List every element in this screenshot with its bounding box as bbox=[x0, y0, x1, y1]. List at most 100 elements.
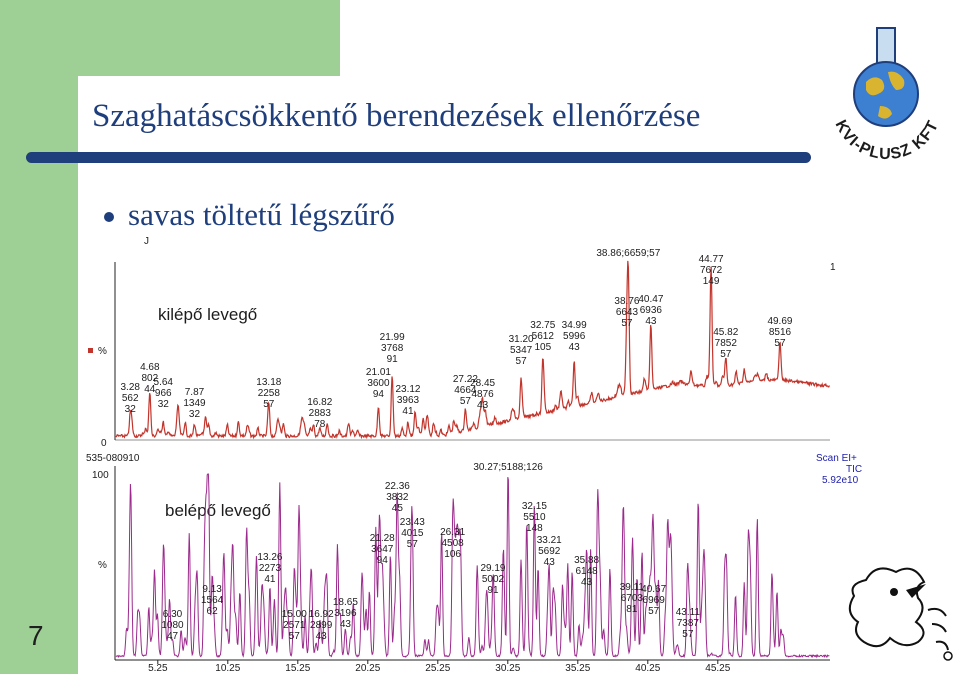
peak-label-upper: 5996 bbox=[563, 331, 586, 342]
chromatogram-figure: J % 0 1 kilépő levegő 3.28562324.6880244… bbox=[86, 236, 862, 674]
peak-label-lower: 43.11 bbox=[676, 607, 701, 618]
peak-label-upper: 105 bbox=[534, 342, 551, 353]
peak-label-upper: 57 bbox=[720, 349, 732, 360]
peak-label-lower: 3832 bbox=[386, 492, 409, 503]
x-tick-label: 5.25 bbox=[148, 663, 168, 674]
peak-label-lower: 40.67 bbox=[641, 584, 666, 595]
peak-label-upper: 2258 bbox=[258, 388, 281, 399]
peak-label-lower: 5692 bbox=[538, 546, 561, 557]
peak-label-upper: 49.69 bbox=[767, 316, 792, 327]
peak-label-lower: 5510 bbox=[523, 512, 546, 523]
sample-id: 535-080910 bbox=[86, 453, 140, 464]
slide-title: Szaghatáscsökkentő berendezések ellenőrz… bbox=[92, 98, 701, 134]
peak-label-upper: 57 bbox=[263, 399, 275, 410]
peak-label-upper: 13.18 bbox=[256, 377, 281, 388]
peak-label-lower: 22.36 bbox=[385, 481, 410, 492]
peak-label-lower: 13.26 bbox=[257, 552, 282, 563]
red-marker-icon bbox=[88, 348, 93, 353]
peak-label-upper: 43 bbox=[645, 316, 657, 327]
peak-label-lower: 41 bbox=[264, 574, 276, 585]
peak-label-lower: 91 bbox=[487, 585, 499, 596]
upper-right-tag: 1 bbox=[830, 262, 836, 273]
peak-label-upper: 43 bbox=[477, 400, 489, 411]
svg-text:J: J bbox=[144, 236, 149, 247]
peak-label-upper: 21.01 bbox=[366, 367, 391, 378]
upper-y-marker-label: % bbox=[98, 346, 107, 357]
peak-label-upper: 32.75 bbox=[530, 320, 555, 331]
peak-label-lower: 62 bbox=[207, 606, 219, 617]
peak-label-lower: 57 bbox=[648, 606, 660, 617]
lower-y-mid-label: % bbox=[98, 560, 107, 571]
peak-label-lower: 18.65 bbox=[333, 597, 358, 608]
peak-label-lower: 6969 bbox=[643, 595, 666, 606]
peak-label-upper: 31.20 bbox=[509, 334, 534, 345]
lower-y-top-label: 100 bbox=[92, 470, 109, 481]
peak-label-upper: 6936 bbox=[640, 305, 663, 316]
upper-panel-label: kilépő levegő bbox=[158, 305, 257, 324]
peak-label-lower: 23.43 bbox=[400, 517, 425, 528]
peak-label-lower: 2571 bbox=[283, 620, 306, 631]
peak-label-lower: 47 bbox=[167, 631, 179, 642]
peak-label-lower: 1564 bbox=[201, 595, 224, 606]
peak-label-lower: 30.27;5188;126 bbox=[473, 462, 543, 473]
peak-label-upper: 44 bbox=[144, 384, 156, 395]
green-side-band bbox=[0, 0, 78, 674]
x-tick-label: 35.25 bbox=[565, 663, 590, 674]
lower-panel-label: belépő levegő bbox=[165, 501, 271, 520]
peak-label-lower: 15.00 bbox=[282, 609, 307, 620]
green-top-band bbox=[0, 0, 340, 76]
peak-label-lower: 2899 bbox=[310, 620, 333, 631]
peak-label-upper: 5347 bbox=[510, 345, 533, 356]
peak-label-upper: 149 bbox=[703, 276, 720, 287]
lower-x-ticks: 5.25 10.25 15.25 20.25 25.25 30.25 35.25 40.25 4… bbox=[148, 660, 731, 674]
peak-label-upper: 1349 bbox=[183, 398, 206, 409]
peak-label-lower: 39.11 bbox=[620, 582, 645, 593]
peak-label-lower: 43 bbox=[316, 631, 328, 642]
upper-y-zero-label: 0 bbox=[101, 438, 107, 449]
bullet-text: savas töltetű légszűrő bbox=[128, 197, 395, 232]
peak-label-lower: 2273 bbox=[259, 563, 282, 574]
peak-label-upper: 57 bbox=[460, 396, 472, 407]
peak-label-upper: 57 bbox=[621, 318, 633, 329]
peak-label-lower: 4508 bbox=[442, 538, 465, 549]
peak-label-upper: 4876 bbox=[471, 389, 494, 400]
peak-label-upper: 32 bbox=[125, 404, 137, 415]
peak-label-lower: 1080 bbox=[161, 620, 184, 631]
peak-label-lower: 94 bbox=[377, 555, 389, 566]
x-tick-label: 20.25 bbox=[355, 663, 380, 674]
peak-label-lower: 29.19 bbox=[480, 563, 505, 574]
peak-label-upper: 38.76 bbox=[614, 296, 639, 307]
peak-label-upper: 966 bbox=[155, 388, 172, 399]
peak-label-upper: 40.47 bbox=[638, 294, 663, 305]
peak-label-upper: 45.82 bbox=[713, 327, 738, 338]
peak-label-lower: 57 bbox=[407, 539, 419, 550]
peak-label-lower: 43 bbox=[581, 577, 593, 588]
peak-label-upper: 16.82 bbox=[307, 397, 332, 408]
peak-label-upper: 802 bbox=[141, 373, 158, 384]
peak-label-lower: 148 bbox=[526, 523, 543, 534]
upper-trace bbox=[115, 260, 830, 440]
slide-number: 7 bbox=[28, 620, 44, 651]
peak-label-lower: 21.28 bbox=[370, 533, 395, 544]
peak-label-lower: 4015 bbox=[401, 528, 424, 539]
peak-label-lower: 16.92 bbox=[309, 609, 334, 620]
peak-label-upper: 91 bbox=[387, 354, 399, 365]
peak-label-upper: 38.86;6659;57 bbox=[596, 248, 660, 259]
peak-label-upper: 7.87 bbox=[185, 387, 205, 398]
peak-label-upper: 7672 bbox=[700, 265, 723, 276]
peak-label-upper: 43 bbox=[569, 342, 581, 353]
x-tick-label: 10.25 bbox=[215, 663, 240, 674]
peak-label-lower: 35.88 bbox=[574, 555, 599, 566]
peak-label-upper: 57 bbox=[516, 356, 528, 367]
peak-label-upper: 34.99 bbox=[562, 320, 587, 331]
peak-label-lower: 3647 bbox=[371, 544, 394, 555]
peak-label-lower: 6703 bbox=[621, 593, 644, 604]
x-tick-label: 15.25 bbox=[285, 663, 310, 674]
peak-label-upper: 5.64 bbox=[154, 377, 174, 388]
peak-label-upper: 21.99 bbox=[380, 332, 405, 343]
peak-label-upper: 94 bbox=[373, 389, 385, 400]
peak-label-upper: 562 bbox=[122, 393, 139, 404]
peak-label-upper: 78 bbox=[314, 419, 326, 430]
peak-label-upper: 44.77 bbox=[699, 254, 724, 265]
